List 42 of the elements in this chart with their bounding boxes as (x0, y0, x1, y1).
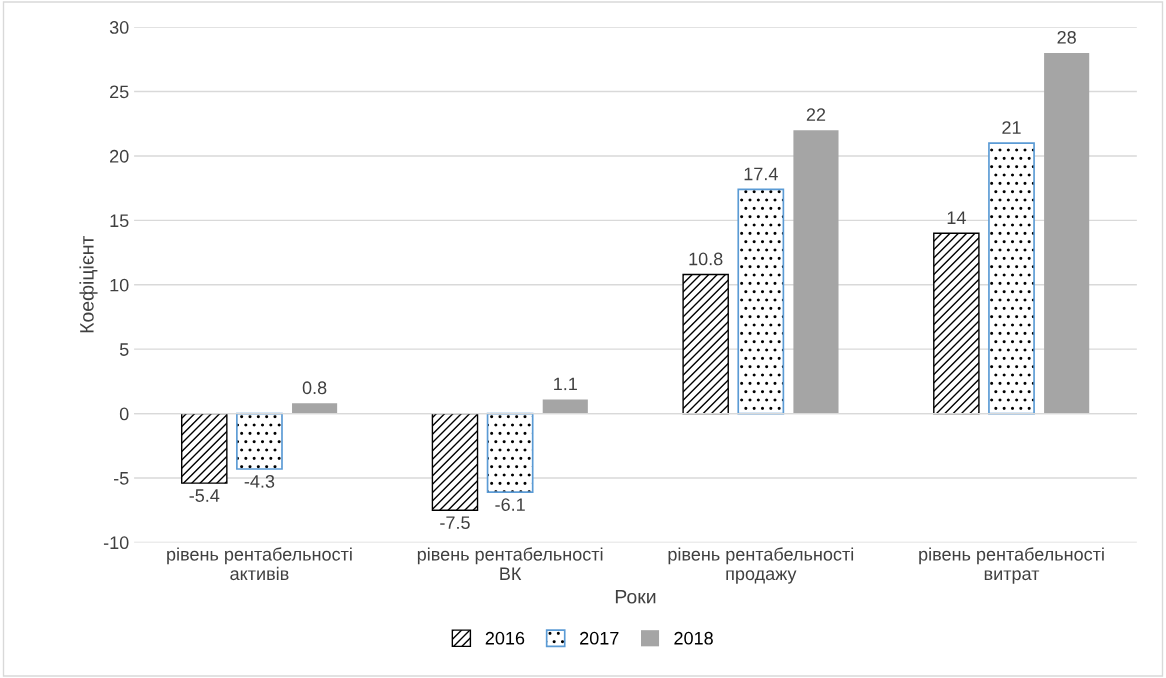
y-tick-label: 15 (110, 214, 129, 228)
x-tick-label: рівень рентабельності продажу (668, 547, 854, 584)
x-axis-title: Роки (615, 589, 656, 604)
y-tick-label: 5 (119, 343, 129, 356)
bar (181, 412, 228, 484)
data-label: 14 (947, 211, 966, 224)
bar (431, 412, 479, 511)
legend-label: 2018 (674, 631, 713, 645)
y-tick-label: -5 (113, 472, 129, 485)
y-axis-title: Коефіцієнт (79, 235, 98, 333)
y-tick-label: 10 (110, 278, 129, 292)
y-tick-label: 30 (109, 21, 129, 34)
legend-label: 2016 (485, 631, 525, 645)
data-label: 0.8 (302, 381, 327, 395)
y-tick-label: 20 (110, 149, 129, 163)
data-label: -5.4 (189, 489, 220, 502)
data-label: 10.8 (689, 252, 723, 266)
bar (1044, 52, 1090, 414)
data-label: 22 (806, 108, 826, 121)
x-tick-label: рівень рентабельності активів (167, 547, 352, 581)
x-tick-label: рівень рентабельності ВК (417, 547, 603, 580)
bar (793, 130, 839, 414)
bar (486, 412, 534, 493)
bar (988, 142, 1035, 415)
bar (292, 403, 338, 414)
bar (236, 412, 283, 470)
data-label: -6.1 (495, 498, 525, 511)
data-label: 1.1 (554, 377, 577, 391)
legend-label: 2017 (580, 631, 619, 645)
data-label: 17.4 (744, 167, 778, 181)
data-label: 21 (1002, 121, 1021, 134)
y-tick-label: -10 (103, 536, 129, 550)
bar (682, 273, 729, 415)
data-label: 28 (1057, 30, 1076, 44)
data-label: -7.5 (440, 516, 470, 530)
bar (737, 188, 785, 415)
data-label: -4.3 (244, 475, 275, 488)
y-tick-label: 0 (119, 407, 129, 421)
bar (933, 232, 980, 415)
bar (542, 399, 588, 414)
x-tick-label: рівень рентабельності витрат (919, 547, 1104, 584)
y-tick-label: 25 (110, 85, 129, 99)
